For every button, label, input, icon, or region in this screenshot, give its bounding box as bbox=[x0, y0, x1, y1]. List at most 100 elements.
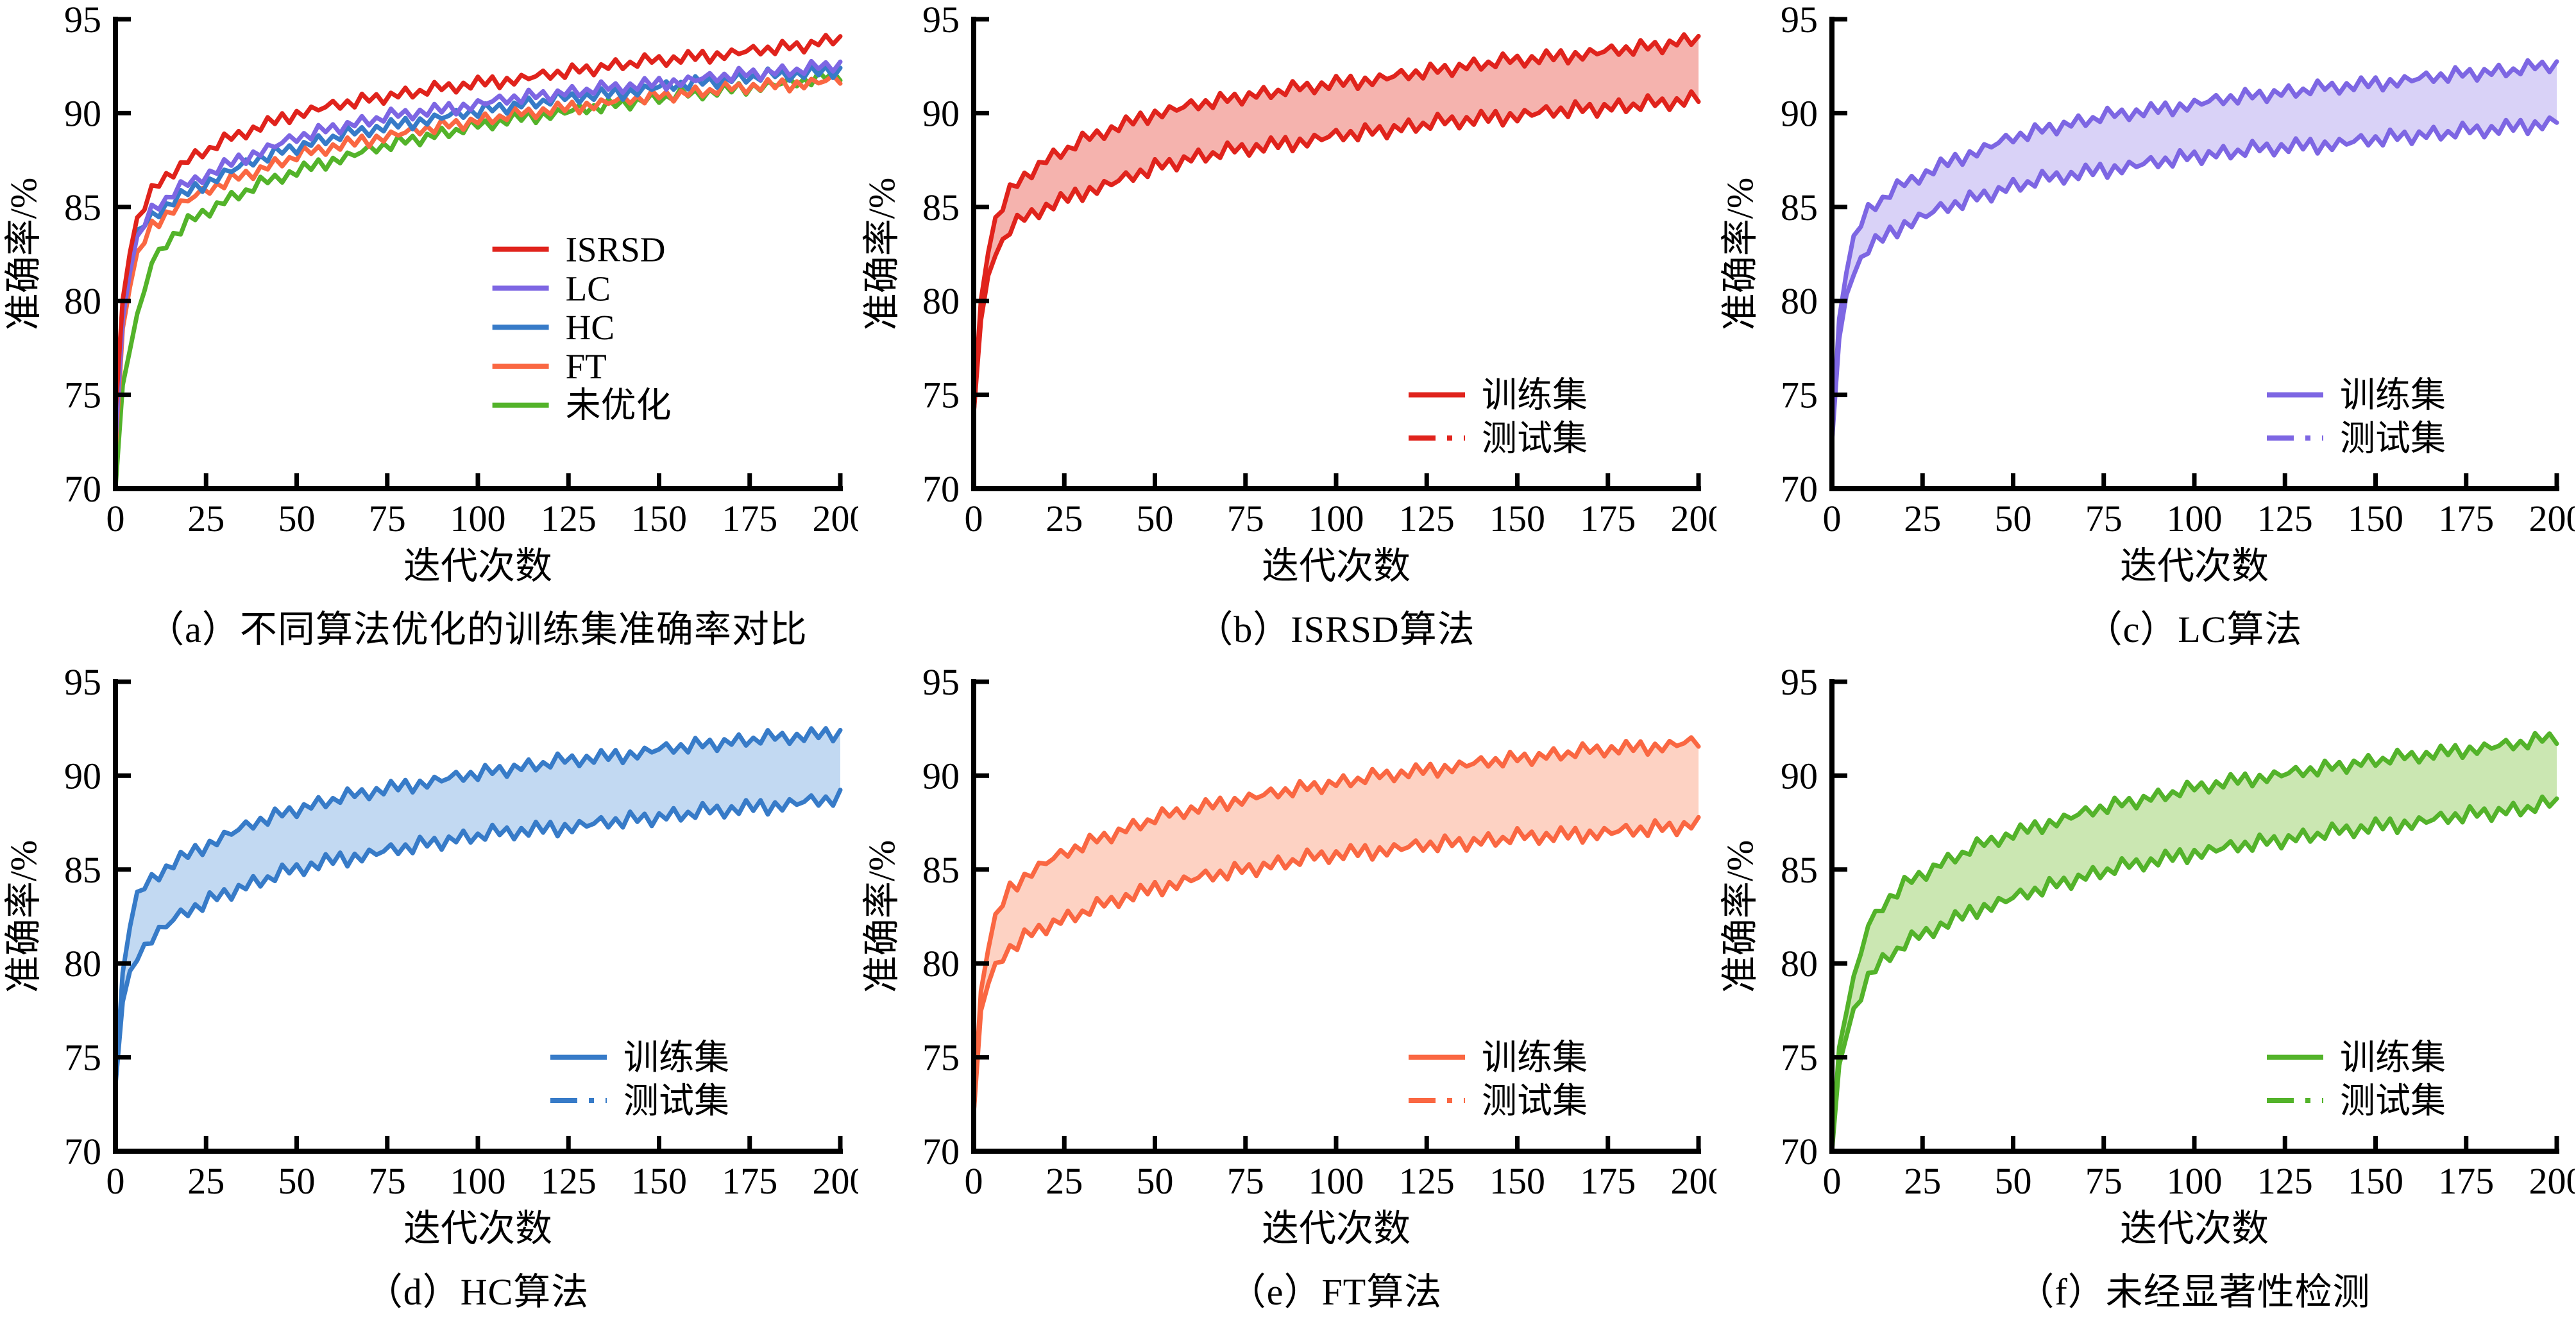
legend-label-test: 测试集 bbox=[1482, 1081, 1588, 1120]
y-tick-label: 75 bbox=[1781, 375, 1818, 416]
x-tick-label: 0 bbox=[965, 498, 983, 539]
legend-label-train: 训练集 bbox=[623, 1038, 729, 1077]
x-axis-label: 迭代次数 bbox=[2120, 1208, 2269, 1249]
x-tick-label: 150 bbox=[1489, 498, 1545, 539]
test-line bbox=[1829, 115, 2559, 444]
subplot-a-caption: （a）不同算法优化的训练集准确率对比 bbox=[147, 609, 808, 650]
x-tick-label: 50 bbox=[1137, 1160, 1174, 1202]
y-tick-label: 90 bbox=[1781, 92, 1818, 134]
x-axis-label: 迭代次数 bbox=[1262, 545, 1411, 587]
x-tick-label: 25 bbox=[187, 1160, 225, 1202]
train-test-band bbox=[974, 34, 1699, 414]
y-tick-label: 75 bbox=[64, 1037, 101, 1079]
x-tick-label: 200 bbox=[2529, 1160, 2575, 1202]
y-tick-label: 90 bbox=[64, 755, 101, 797]
y-tick-label: 95 bbox=[64, 662, 101, 703]
subplot-e-caption: （e）FT算法 bbox=[1228, 1271, 1443, 1313]
y-axis-label: 准确率/% bbox=[3, 840, 44, 993]
x-tick-label: 25 bbox=[187, 498, 225, 539]
train-line bbox=[113, 726, 843, 1088]
x-tick-label: 175 bbox=[1580, 498, 1636, 539]
subplot-b: 0 25 50 75 100 125 150 175 200 70 75 80 85 90 95 迭代次数 准确… bbox=[858, 0, 1716, 662]
x-tick-label: 25 bbox=[1046, 1160, 1083, 1202]
subplot-e-chart: 0 25 50 75 100 125 150 175 200 70 75 80 85 90 95 迭代次数 准确… bbox=[858, 662, 1716, 1253]
subplot-d-chart: 0 25 50 75 100 125 150 175 200 70 75 80 85 90 95 迭代次数 准确… bbox=[0, 662, 858, 1253]
y-axis-label: 准确率/% bbox=[1719, 840, 1761, 993]
legend-label-train: 训练集 bbox=[2340, 1038, 2446, 1077]
y-tick-label: 80 bbox=[1781, 943, 1818, 984]
y-tick-label: 80 bbox=[64, 280, 101, 322]
x-tick-label: 200 bbox=[813, 1160, 859, 1202]
ft-line bbox=[113, 73, 843, 453]
x-tick-label: 125 bbox=[2257, 498, 2313, 539]
y-tick-label: 85 bbox=[64, 187, 101, 228]
y-tick-label: 85 bbox=[1781, 849, 1818, 891]
legend-label-test: 测试集 bbox=[1482, 419, 1588, 458]
x-tick-label: 0 bbox=[106, 1160, 125, 1202]
y-tick-label: 70 bbox=[64, 1131, 101, 1172]
isrsd-line bbox=[113, 33, 843, 416]
x-tick-label: 75 bbox=[1227, 498, 1264, 539]
x-tick-label: 125 bbox=[541, 1160, 597, 1202]
x-tick-label: 200 bbox=[1671, 498, 1717, 539]
y-tick-label: 70 bbox=[1781, 1131, 1818, 1172]
subplot-c-chart: 0 25 50 75 100 125 150 175 200 70 75 80 85 90 95 迭代次数 准确… bbox=[1716, 0, 2575, 590]
y-tick-label: 70 bbox=[64, 468, 101, 510]
legend-label-test: 测试集 bbox=[2340, 1081, 2446, 1120]
train-line bbox=[1829, 730, 2559, 1154]
x-axis-label: 迭代次数 bbox=[403, 1208, 552, 1249]
y-tick-label: 85 bbox=[64, 849, 101, 891]
y-tick-label: 70 bbox=[922, 468, 960, 510]
x-tick-label: 100 bbox=[2167, 1160, 2223, 1202]
y-tick-label: 95 bbox=[1781, 662, 1818, 703]
y-tick-label: 95 bbox=[922, 0, 960, 40]
subplot-e-svg: 0 25 50 75 100 125 150 175 200 70 75 80 85 90 95 迭代次数 准确… bbox=[861, 662, 1716, 1249]
y-tick-label: 85 bbox=[1781, 187, 1818, 228]
legend-label-train: 训练集 bbox=[1482, 376, 1588, 415]
x-tick-label: 125 bbox=[1399, 498, 1455, 539]
subplot-e: 0 25 50 75 100 125 150 175 200 70 75 80 85 90 95 迭代次数 准确… bbox=[858, 662, 1716, 1325]
subplot-d-svg: 0 25 50 75 100 125 150 175 200 70 75 80 85 90 95 迭代次数 准确… bbox=[3, 662, 859, 1249]
legend-label-test: 测试集 bbox=[2340, 419, 2446, 458]
legend-label-ft: FT bbox=[566, 347, 607, 386]
x-axis-label: 迭代次数 bbox=[1262, 1208, 1411, 1249]
subplot-a-chart: 0 25 50 75 100 125 150 175 200 70 75 80 85 90 95 迭代次数 准确… bbox=[0, 0, 858, 590]
y-tick-label: 95 bbox=[1781, 0, 1818, 40]
x-tick-label: 0 bbox=[1823, 498, 1842, 539]
train-test-band bbox=[974, 737, 1699, 1114]
x-tick-label: 175 bbox=[1580, 1160, 1636, 1202]
y-tick-label: 75 bbox=[922, 1037, 960, 1079]
subplot-c: 0 25 50 75 100 125 150 175 200 70 75 80 85 90 95 迭代次数 准确… bbox=[1716, 0, 2575, 662]
subplot-f-caption: （f）未经显著性检测 bbox=[2017, 1271, 2371, 1313]
x-tick-label: 200 bbox=[2529, 498, 2575, 539]
legend-label-test: 测试集 bbox=[623, 1081, 729, 1120]
x-tick-label: 150 bbox=[631, 498, 687, 539]
y-axis-label: 准确率/% bbox=[861, 840, 902, 993]
y-tick-label: 90 bbox=[922, 755, 960, 797]
x-tick-label: 175 bbox=[722, 498, 777, 539]
x-tick-label: 0 bbox=[965, 1160, 983, 1202]
y-tick-label: 95 bbox=[922, 662, 960, 703]
subplot-f-chart: 0 25 50 75 100 125 150 175 200 70 75 80 85 90 95 迭代次数 准确… bbox=[1716, 662, 2575, 1253]
y-tick-label: 75 bbox=[64, 375, 101, 416]
x-tick-label: 0 bbox=[1823, 1160, 1842, 1202]
x-tick-label: 100 bbox=[450, 1160, 506, 1202]
y-tick-label: 90 bbox=[1781, 755, 1818, 797]
x-tick-label: 100 bbox=[450, 498, 506, 539]
legend-label-hc: HC bbox=[566, 308, 614, 347]
x-tick-label: 75 bbox=[369, 1160, 406, 1202]
train-test-band bbox=[1832, 733, 2557, 1151]
x-tick-label: 150 bbox=[2348, 498, 2403, 539]
x-tick-label: 150 bbox=[1489, 1160, 1545, 1202]
x-tick-label: 50 bbox=[278, 1160, 316, 1202]
x-tick-label: 100 bbox=[1309, 1160, 1364, 1202]
legend-label-train: 训练集 bbox=[1482, 1038, 1588, 1077]
y-tick-label: 90 bbox=[922, 92, 960, 134]
x-tick-label: 50 bbox=[1137, 498, 1174, 539]
test-line bbox=[113, 788, 843, 1088]
x-tick-label: 100 bbox=[1309, 498, 1364, 539]
y-tick-label: 80 bbox=[922, 280, 960, 322]
x-tick-label: 200 bbox=[813, 498, 859, 539]
x-tick-label: 150 bbox=[2348, 1160, 2403, 1202]
